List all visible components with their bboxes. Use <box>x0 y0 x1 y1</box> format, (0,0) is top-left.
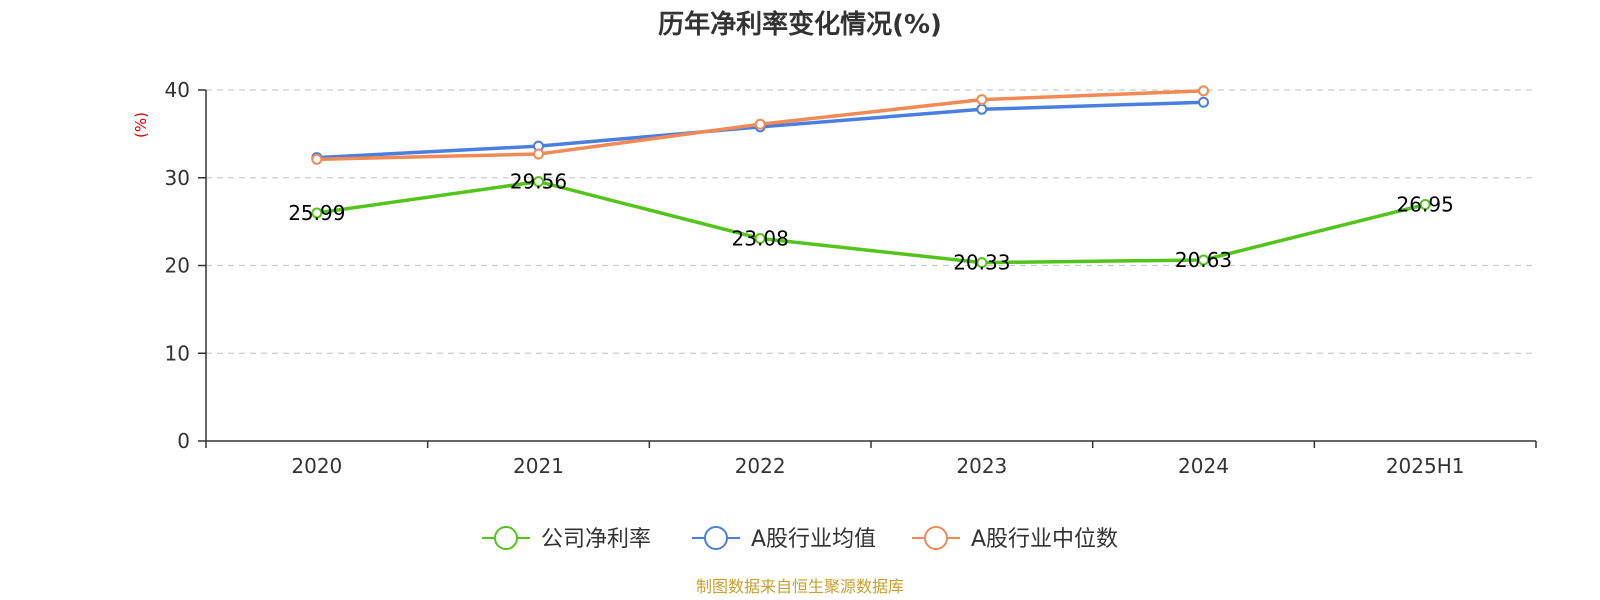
data-label: 20.33 <box>953 251 1010 275</box>
data-labels: 25.99 29.56 23.08 20.33 20.63 26.95 <box>288 170 1454 275</box>
y-tick-label: 30 <box>165 166 190 190</box>
chart-title: 历年净利率变化情况(%) <box>658 9 942 40</box>
data-point[interactable] <box>311 207 323 219</box>
data-point[interactable] <box>1198 85 1209 97</box>
series-lines <box>311 85 1431 269</box>
y-axis-label: (%) <box>132 112 150 138</box>
data-label: 20.63 <box>1175 248 1232 272</box>
legend-circle-icon <box>704 526 728 550</box>
source-note: 制图数据来自恒生聚源数据库 <box>696 577 904 596</box>
x-tick-label: 2020 <box>291 454 342 478</box>
data-point[interactable] <box>311 153 323 165</box>
data-point[interactable] <box>976 94 988 106</box>
data-label: 23.08 <box>732 226 789 250</box>
series-line-0 <box>316 179 1426 265</box>
data-point[interactable] <box>533 176 544 188</box>
x-tick-label: 2023 <box>956 454 1007 478</box>
data-label: 26.95 <box>1397 193 1454 217</box>
legend-label: A股行业均值 <box>751 527 876 552</box>
legend-item-1[interactable]: A股行业均值 <box>692 526 876 552</box>
grid-lines <box>206 89 1536 354</box>
x-tick-label: 2024 <box>1178 454 1229 478</box>
data-point[interactable] <box>976 103 988 115</box>
data-point[interactable] <box>1198 96 1209 108</box>
legend-item-2[interactable]: A股行业中位数 <box>912 526 1118 552</box>
data-point[interactable] <box>754 232 766 244</box>
y-tick-label: 20 <box>165 254 190 278</box>
axes: 0 10 20 30 40 2020 2021 2022 2023 2024 2025H1 <box>165 78 1537 478</box>
data-point[interactable] <box>1198 254 1209 266</box>
y-tick-label: 40 <box>165 78 190 102</box>
data-point[interactable] <box>754 118 766 130</box>
x-tick-label: 2021 <box>513 454 564 478</box>
data-label: 29.56 <box>510 170 567 194</box>
data-point[interactable] <box>1419 199 1431 211</box>
legend-circle-icon <box>924 526 948 550</box>
legend-label: 公司净利率 <box>541 527 651 552</box>
data-point[interactable] <box>976 257 988 269</box>
legend[interactable]: 公司净利率 A股行业均值 A股行业中位数 <box>482 526 1118 552</box>
x-tick-label: 2025H1 <box>1386 454 1465 478</box>
legend-circle-icon <box>494 526 518 550</box>
data-point[interactable] <box>533 148 544 160</box>
data-label: 25.99 <box>288 201 345 225</box>
y-tick-label: 10 <box>165 341 190 365</box>
y-tick-label: 0 <box>177 429 190 453</box>
legend-item-0[interactable]: 公司净利率 <box>482 526 651 552</box>
legend-label: A股行业中位数 <box>971 527 1118 552</box>
x-tick-label: 2022 <box>735 454 786 478</box>
